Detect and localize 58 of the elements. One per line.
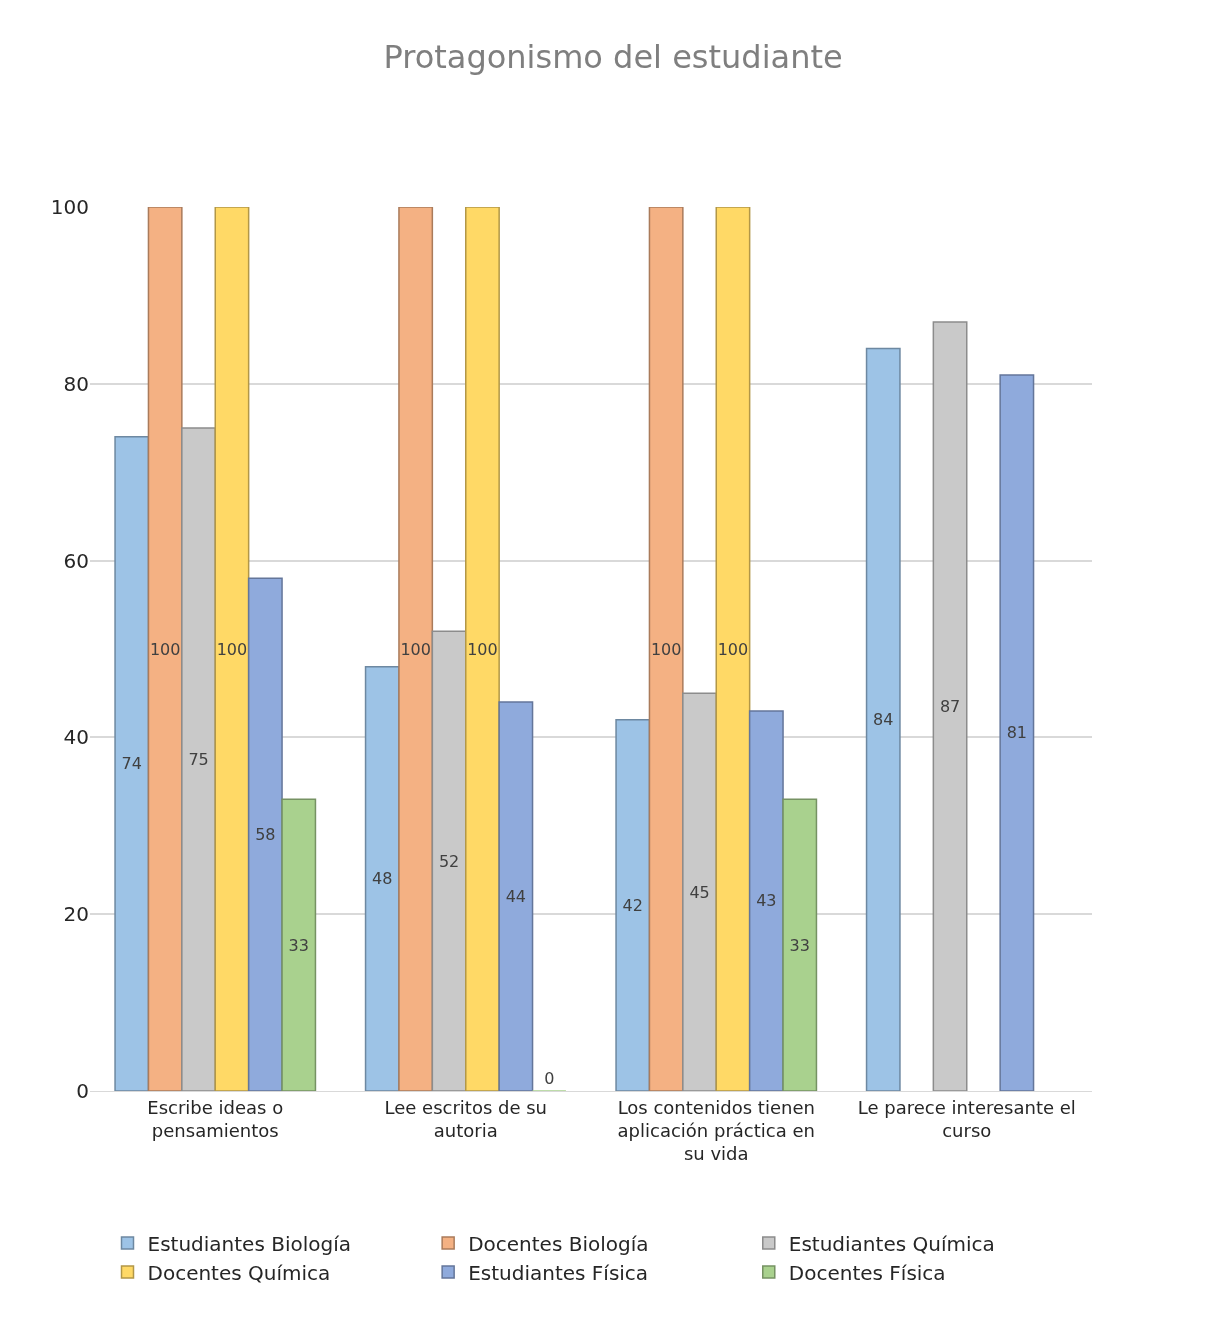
bar [181,427,216,1091]
bar [431,630,467,1091]
x-tick-label: Escribe ideas o pensamientos [147,1096,284,1141]
x-tick-label: Lee escritos de su autoria [384,1096,548,1141]
bar [615,718,651,1091]
legend-label: Docentes Biología [468,1231,649,1256]
bar [398,207,434,1091]
data-label: 58 [255,825,276,845]
legend-label: Estudiantes Física [468,1260,649,1285]
y-tick-label: 100 [50,195,89,219]
y-tick-label: 0 [76,1079,89,1103]
bar [932,321,968,1091]
data-label: 0 [544,1069,555,1088]
data-label: 33 [789,935,810,955]
y-tick-label: 40 [63,725,89,750]
bar [648,207,684,1091]
bar [114,436,150,1091]
y-tick-label: 20 [63,902,89,927]
data-label: 42 [622,895,643,915]
x-tick-label: Le parece interesante el curso [857,1096,1076,1141]
x-tick-label: Los contenidos tienen aplicación práctica en su vida [617,1096,815,1165]
bar [214,207,250,1091]
data-label: 74 [121,754,142,774]
data-label: 87 [939,696,961,716]
data-label: 100 [216,639,248,659]
data-label: 48 [372,869,393,889]
bar [782,798,818,1091]
data-label: 52 [438,851,460,871]
data-label: 100 [650,639,682,659]
bar [865,347,901,1091]
bar [364,665,400,1091]
data-label: 100 [467,639,498,659]
bar [999,374,1035,1091]
data-label: 75 [188,750,209,769]
data-label: 33 [288,935,309,955]
bar [147,207,183,1091]
legend-label: Estudiantes Biología [147,1231,351,1256]
data-label: 100 [400,639,431,659]
bar [498,701,534,1091]
bar [465,207,500,1091]
bar [715,207,751,1091]
chart-title: Protagonismo del estudiante [383,38,843,77]
legend-label: Docentes Física [788,1260,946,1285]
data-label: 100 [149,639,181,659]
bar [748,710,784,1091]
data-label: 45 [689,882,710,902]
legend-label: Estudiantes Química [788,1231,995,1256]
data-label: 81 [1006,723,1028,743]
bar [247,577,283,1091]
data-label: 43 [756,891,777,911]
y-tick-label: 60 [63,548,89,573]
data-label: 44 [505,887,527,907]
legend-label: Docentes Química [147,1260,331,1285]
data-label: 100 [717,639,749,659]
y-tick-label: 80 [63,371,89,396]
bar [682,692,717,1091]
data-label: 84 [873,710,894,730]
bar [281,798,317,1091]
